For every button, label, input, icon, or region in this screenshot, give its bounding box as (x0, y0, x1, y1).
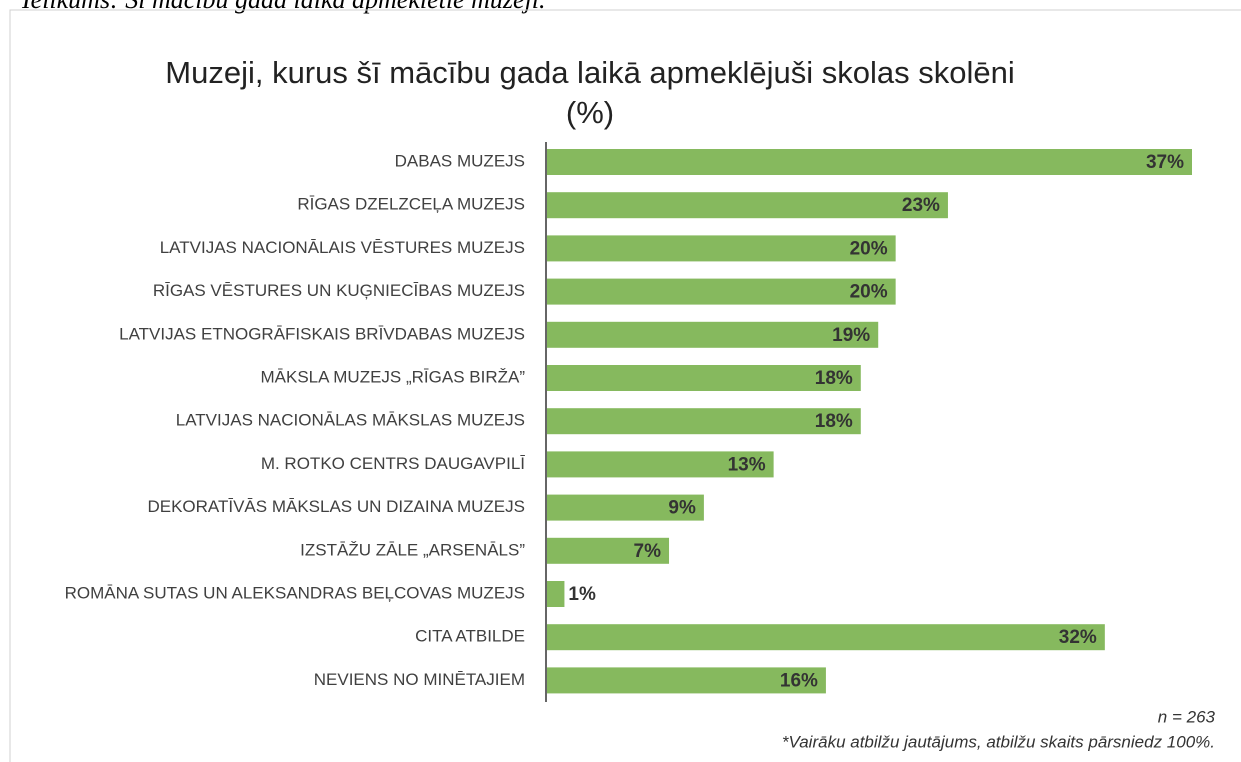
chart-title: Muzeji, kurus šī mācību gada laikā apmek… (165, 55, 1014, 90)
bar (547, 624, 1105, 651)
value-label: 1% (568, 584, 596, 605)
chart-frame (9, 9, 1241, 762)
category-label: LATVIJAS NACIONĀLAS MĀKSLAS MUZEJS (176, 411, 525, 430)
bar (547, 451, 774, 478)
bar (547, 235, 896, 262)
chart-subtitle: (%) (566, 95, 614, 130)
category-label: DABAS MUZEJS (395, 151, 525, 170)
value-label: 32% (1059, 627, 1097, 648)
bar (547, 278, 896, 305)
value-label: 37% (1146, 152, 1184, 173)
value-label: 20% (850, 282, 888, 303)
category-label: IZSTĀŽU ZĀLE „ARSENĀLS” (300, 540, 525, 559)
value-label: 9% (668, 498, 696, 519)
bar (547, 581, 565, 607)
category-label: RĪGAS VĒSTURES UN KUĢNIECĪBAS MUZEJS (153, 281, 525, 300)
footnote: *Vairāku atbilžu jautājums, atbilžu skai… (782, 732, 1215, 751)
sample-note: n = 263 (1158, 707, 1216, 726)
bar (547, 537, 670, 564)
category-label: LATVIJAS ETNOGRĀFISKAIS BRĪVDABAS MUZEJS (119, 324, 525, 343)
bar (547, 408, 861, 435)
bar (547, 149, 1192, 175)
value-label: 16% (780, 670, 818, 691)
bar (547, 494, 704, 521)
category-label: RĪGAS DZELZCEĻA MUZEJS (297, 195, 525, 214)
value-label: 23% (902, 195, 940, 216)
caption: Ielikums: Šī mācību gada laikā apmeklēti… (21, 0, 545, 14)
value-label: 19% (832, 325, 870, 346)
category-label: NEVIENS NO MINĒTAJIEM (314, 670, 525, 689)
bar (547, 192, 948, 219)
bar (547, 321, 879, 348)
bar (547, 365, 861, 391)
value-label: 20% (850, 238, 888, 259)
value-label: 13% (728, 454, 766, 475)
category-label: DEKORATĪVĀS MĀKSLAS UN DIZAINA MUZEJS (147, 497, 525, 516)
value-label: 18% (815, 411, 853, 432)
value-label: 18% (815, 368, 853, 389)
category-label: CITA ATBILDE (415, 627, 525, 646)
category-label: MĀKSLA MUZEJS „RĪGAS BIRŽA” (261, 367, 526, 386)
category-label: LATVIJAS NACIONĀLAIS VĒSTURES MUZEJS (160, 238, 525, 257)
category-label: M. ROTKO CENTRS DAUGAVPILĪ (261, 454, 525, 473)
category-label: ROMĀNA SUTAS UN ALEKSANDRAS BEĻCOVAS MUZ… (65, 583, 525, 602)
value-label: 7% (634, 541, 662, 562)
bar (547, 667, 826, 694)
